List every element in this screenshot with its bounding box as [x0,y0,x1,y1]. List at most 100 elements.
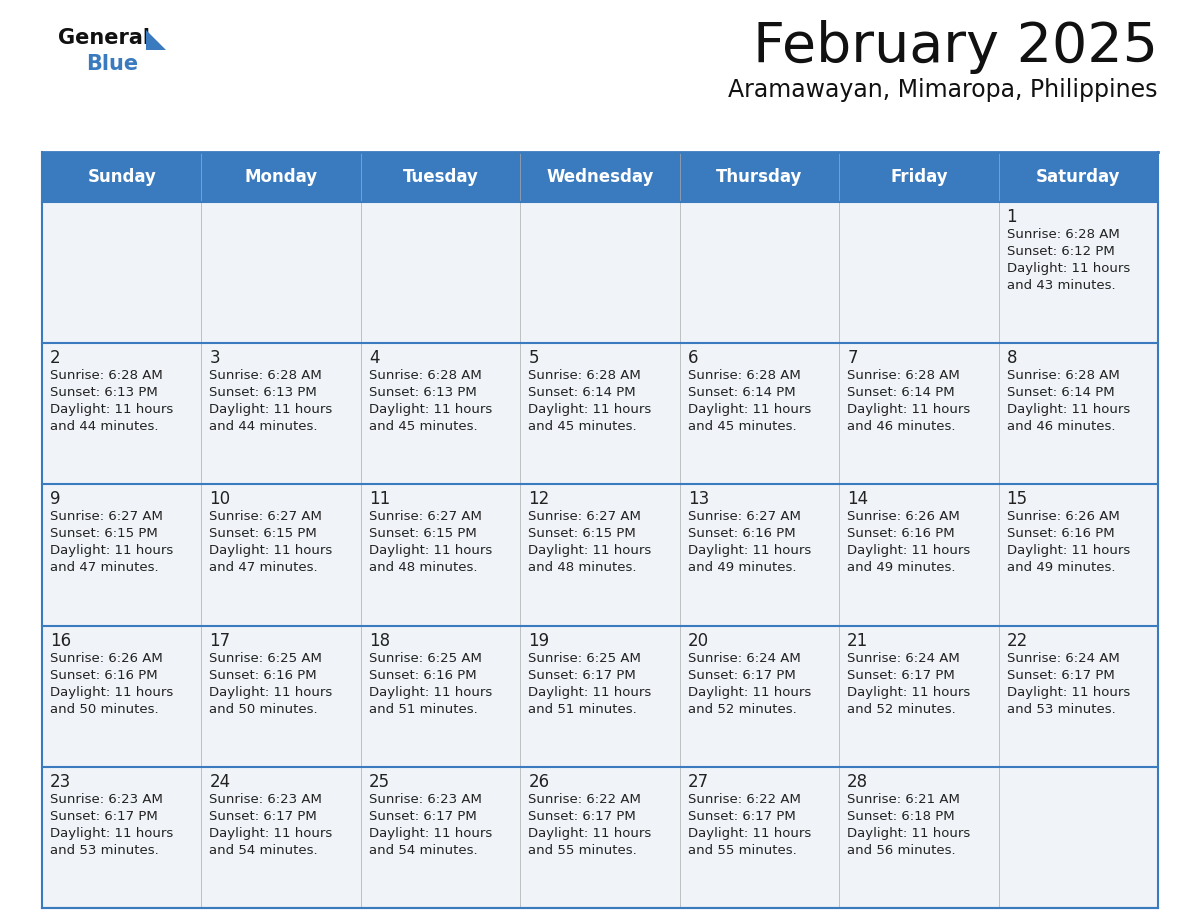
Text: 7: 7 [847,349,858,367]
Bar [680,202,839,343]
Text: Daylight: 11 hours: Daylight: 11 hours [529,403,651,416]
Text: 15: 15 [1006,490,1028,509]
Bar [680,767,839,908]
Text: Daylight: 11 hours: Daylight: 11 hours [50,544,173,557]
Text: February 2025: February 2025 [753,20,1158,74]
Text: Sunset: 6:13 PM: Sunset: 6:13 PM [50,386,158,399]
Text: and 49 minutes.: and 49 minutes. [1006,562,1116,575]
Bar [202,625,361,767]
Text: and 54 minutes.: and 54 minutes. [209,844,318,856]
Bar [520,152,680,202]
Text: General: General [58,28,150,48]
Text: 25: 25 [368,773,390,790]
Text: and 45 minutes.: and 45 minutes. [368,420,478,433]
Text: 4: 4 [368,349,379,367]
Text: Sunrise: 6:27 AM: Sunrise: 6:27 AM [50,510,163,523]
Text: Sunrise: 6:27 AM: Sunrise: 6:27 AM [688,510,801,523]
Polygon shape [146,30,166,50]
Text: Sunrise: 6:23 AM: Sunrise: 6:23 AM [368,793,481,806]
Text: Daylight: 11 hours: Daylight: 11 hours [50,827,173,840]
Text: Sunset: 6:14 PM: Sunset: 6:14 PM [529,386,636,399]
Text: and 56 minutes.: and 56 minutes. [847,844,956,856]
Text: Daylight: 11 hours: Daylight: 11 hours [209,827,333,840]
Text: Sunrise: 6:27 AM: Sunrise: 6:27 AM [529,510,642,523]
Text: Sunrise: 6:27 AM: Sunrise: 6:27 AM [209,510,322,523]
Bar [680,343,839,485]
Text: Sunset: 6:15 PM: Sunset: 6:15 PM [529,528,636,541]
Text: Sunset: 6:15 PM: Sunset: 6:15 PM [50,528,158,541]
Text: Sunrise: 6:28 AM: Sunrise: 6:28 AM [368,369,481,382]
Text: and 50 minutes.: and 50 minutes. [209,702,318,716]
Text: and 48 minutes.: and 48 minutes. [368,562,478,575]
Text: and 46 minutes.: and 46 minutes. [1006,420,1116,433]
Bar [202,767,361,908]
Text: Sunset: 6:17 PM: Sunset: 6:17 PM [529,668,636,681]
Text: Daylight: 11 hours: Daylight: 11 hours [1006,403,1130,416]
Text: Sunrise: 6:24 AM: Sunrise: 6:24 AM [847,652,960,665]
Bar [999,767,1158,908]
Text: Sunset: 6:16 PM: Sunset: 6:16 PM [688,528,795,541]
Bar [202,485,361,625]
Text: 10: 10 [209,490,230,509]
Bar [839,202,999,343]
Text: Aramawayan, Mimaropa, Philippines: Aramawayan, Mimaropa, Philippines [728,78,1158,102]
Bar [680,152,839,202]
Bar [42,625,202,767]
Text: Daylight: 11 hours: Daylight: 11 hours [688,544,811,557]
Text: and 46 minutes.: and 46 minutes. [847,420,955,433]
Text: Sunset: 6:17 PM: Sunset: 6:17 PM [368,810,476,823]
Bar [361,202,520,343]
Text: 8: 8 [1006,349,1017,367]
Text: Daylight: 11 hours: Daylight: 11 hours [368,544,492,557]
Text: 5: 5 [529,349,539,367]
Text: Daylight: 11 hours: Daylight: 11 hours [529,686,651,699]
Text: and 49 minutes.: and 49 minutes. [847,562,955,575]
Text: Sunrise: 6:26 AM: Sunrise: 6:26 AM [50,652,163,665]
Text: Sunset: 6:15 PM: Sunset: 6:15 PM [209,528,317,541]
Bar [520,767,680,908]
Text: and 52 minutes.: and 52 minutes. [688,702,796,716]
Text: and 47 minutes.: and 47 minutes. [50,562,159,575]
Bar [520,202,680,343]
Text: 2: 2 [50,349,61,367]
Bar [361,152,520,202]
Bar [999,625,1158,767]
Text: 14: 14 [847,490,868,509]
Text: Friday: Friday [890,168,948,186]
Text: Sunset: 6:15 PM: Sunset: 6:15 PM [368,528,476,541]
Bar [202,202,361,343]
Text: 22: 22 [1006,632,1028,650]
Text: Daylight: 11 hours: Daylight: 11 hours [688,403,811,416]
Text: Daylight: 11 hours: Daylight: 11 hours [209,686,333,699]
Text: and 53 minutes.: and 53 minutes. [1006,702,1116,716]
Text: Blue: Blue [86,54,138,74]
Text: Daylight: 11 hours: Daylight: 11 hours [688,827,811,840]
Text: Sunset: 6:13 PM: Sunset: 6:13 PM [209,386,317,399]
Text: Sunset: 6:16 PM: Sunset: 6:16 PM [50,668,158,681]
Text: Sunset: 6:14 PM: Sunset: 6:14 PM [1006,386,1114,399]
Text: 27: 27 [688,773,709,790]
Text: Daylight: 11 hours: Daylight: 11 hours [209,544,333,557]
Text: Sunset: 6:16 PM: Sunset: 6:16 PM [209,668,317,681]
Text: Daylight: 11 hours: Daylight: 11 hours [847,544,971,557]
Bar [42,485,202,625]
Text: Daylight: 11 hours: Daylight: 11 hours [847,403,971,416]
Text: Daylight: 11 hours: Daylight: 11 hours [847,686,971,699]
Text: Thursday: Thursday [716,168,803,186]
Text: Monday: Monday [245,168,317,186]
Text: Wednesday: Wednesday [546,168,653,186]
Text: Sunset: 6:14 PM: Sunset: 6:14 PM [688,386,795,399]
Text: Sunset: 6:17 PM: Sunset: 6:17 PM [50,810,158,823]
Bar [999,152,1158,202]
Text: 6: 6 [688,349,699,367]
Text: and 53 minutes.: and 53 minutes. [50,844,159,856]
Text: Sunrise: 6:28 AM: Sunrise: 6:28 AM [50,369,163,382]
Text: 28: 28 [847,773,868,790]
Text: Sunrise: 6:28 AM: Sunrise: 6:28 AM [529,369,642,382]
Text: and 44 minutes.: and 44 minutes. [50,420,158,433]
Text: and 54 minutes.: and 54 minutes. [368,844,478,856]
Text: 21: 21 [847,632,868,650]
Text: Daylight: 11 hours: Daylight: 11 hours [368,827,492,840]
Text: and 48 minutes.: and 48 minutes. [529,562,637,575]
Bar [839,485,999,625]
